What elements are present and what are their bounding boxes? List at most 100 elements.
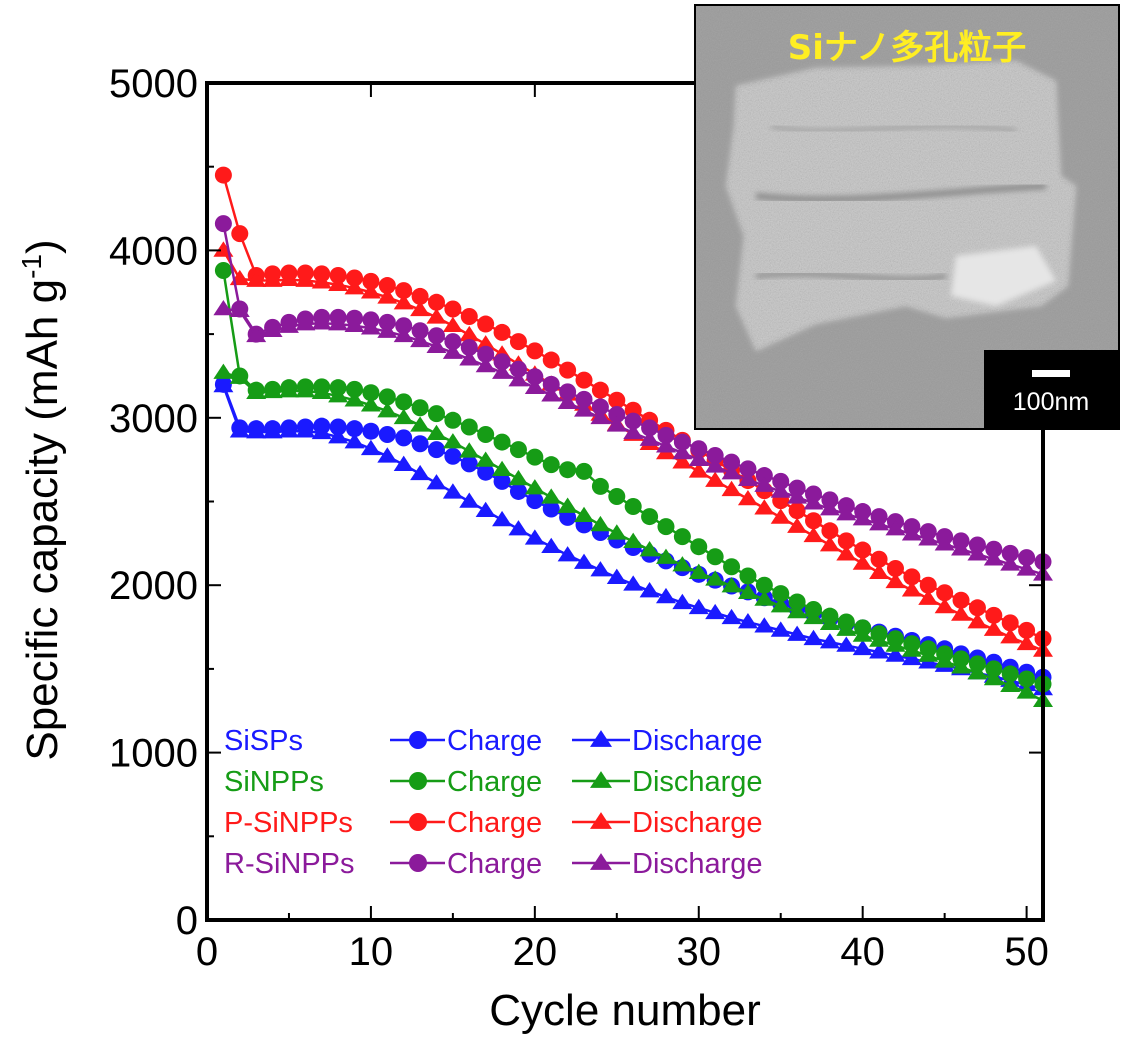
data-point [477, 426, 495, 444]
legend-row: R-SiNPPs Charge Discharge [224, 848, 763, 880]
data-point [346, 420, 364, 438]
data-point [918, 530, 939, 546]
x-tick-label: 40 [840, 930, 885, 974]
data-point [395, 317, 413, 335]
data-point [526, 368, 544, 386]
data-point [672, 453, 693, 469]
data-point [426, 337, 447, 353]
data-point [411, 287, 429, 305]
data-point [329, 418, 347, 436]
x-axis-title: Cycle number [489, 986, 760, 1035]
data-point [246, 271, 267, 287]
data-point [852, 554, 873, 570]
data-point [508, 520, 529, 536]
data-point [803, 629, 824, 646]
data-point [231, 225, 249, 243]
data-point [819, 614, 840, 631]
data-point [1018, 621, 1036, 639]
data-point [901, 641, 922, 657]
data-point [737, 470, 758, 487]
data-point [1018, 549, 1036, 567]
data-point [214, 166, 232, 184]
data-point [542, 456, 560, 474]
data-point [442, 483, 463, 499]
data-point [427, 405, 445, 423]
data-point [444, 333, 462, 351]
data-point [360, 439, 381, 456]
data-point [606, 568, 627, 584]
legend-row: P-SiNPPs Charge Discharge [224, 807, 763, 839]
y-axis-title-main: Specific capacity (mAh g [18, 279, 67, 761]
data-point [427, 293, 445, 311]
data-point [1016, 683, 1037, 699]
data-point [1001, 544, 1019, 562]
data-point [951, 605, 972, 621]
data-point [475, 501, 496, 518]
data-point [541, 386, 562, 402]
data-point [705, 457, 726, 473]
data-point [755, 576, 773, 594]
data-point [557, 546, 578, 562]
data-point [442, 343, 463, 359]
data-point [213, 299, 234, 316]
data-point [869, 563, 890, 579]
data-point [967, 545, 988, 561]
data-point [475, 451, 496, 467]
data-point [557, 393, 578, 410]
legend-charge-marker [409, 813, 427, 831]
data-point [410, 416, 431, 432]
data-point [885, 636, 906, 652]
data-point [688, 563, 709, 579]
data-point [393, 455, 414, 471]
data-point [442, 316, 463, 333]
data-point [837, 532, 855, 550]
data-point [1001, 665, 1019, 683]
data-point [360, 319, 381, 335]
data-point [575, 371, 593, 389]
data-point [936, 584, 954, 602]
data-point [559, 383, 577, 401]
data-point [278, 317, 299, 333]
data-point [688, 462, 709, 478]
y-axis-title-sup: -1 [16, 254, 47, 279]
y-tick-label: 1000 [109, 732, 198, 776]
data-point [754, 499, 775, 515]
data-point [459, 492, 480, 508]
data-point [329, 267, 347, 285]
data-point [805, 485, 823, 503]
data-point [968, 536, 986, 554]
data-point [542, 351, 560, 369]
data-point [377, 322, 398, 338]
sem-image [696, 6, 1118, 428]
data-point [606, 524, 627, 540]
data-point [395, 393, 413, 411]
data-point [770, 482, 791, 498]
data-point [705, 471, 726, 487]
data-point [739, 460, 757, 478]
legend-charge-marker [409, 854, 427, 872]
data-point [575, 390, 593, 408]
data-point [608, 487, 626, 505]
legend-sample-label: SiNPPs [224, 766, 324, 798]
data-point [1000, 628, 1021, 644]
sem-inset: Siナノ多孔粒子 100nm [694, 4, 1120, 430]
legend-charge-label: Charge [447, 725, 542, 757]
data-point [608, 405, 626, 423]
data-point [509, 482, 527, 500]
legend-discharge-marker [590, 730, 612, 747]
data-point [803, 526, 824, 543]
data-point [1016, 634, 1037, 651]
data-point [346, 380, 364, 398]
data-point [1000, 555, 1021, 571]
y-axis-title-close: ) [18, 239, 67, 254]
data-point [639, 582, 660, 598]
data-point [983, 550, 1004, 566]
data-point [311, 314, 332, 330]
data-point [721, 577, 742, 593]
data-point [951, 658, 972, 674]
legend-sample-label: P-SiNPPs [224, 807, 353, 839]
data-point [411, 399, 429, 417]
data-point [983, 669, 1004, 686]
data-point [591, 381, 609, 399]
data-point [821, 522, 839, 540]
